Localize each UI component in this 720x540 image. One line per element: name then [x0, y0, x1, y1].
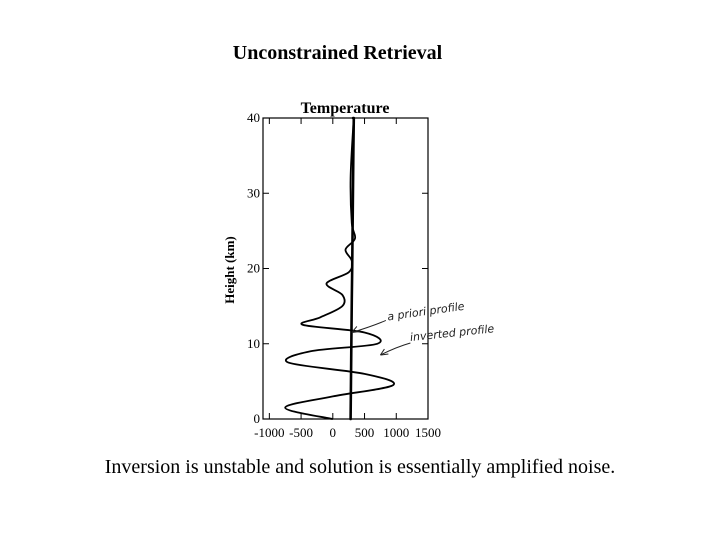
inverted-arrow: [380, 342, 411, 356]
x-tick-label: -500: [289, 425, 313, 440]
inverted-profile-line: [284, 117, 396, 420]
x-tick-label: 0: [330, 425, 337, 440]
y-tick-label: 10: [247, 336, 260, 351]
y-tick-label: 30: [247, 185, 260, 200]
slide-title: Unconstrained Retrieval: [232, 42, 443, 64]
x-tick-label: -1000: [254, 425, 284, 440]
y-tick-label: 0: [254, 411, 261, 426]
inverted-arrowhead: [379, 348, 389, 356]
x-tick-label: 500: [355, 425, 375, 440]
plot-frame: [262, 117, 429, 420]
chart-marks: 0 10 20 30 40 -1000 -500 0 500 1000 1500 a priori p…: [247, 110, 495, 440]
a-priori-profile-line: [349, 116, 356, 421]
y-tick-label: 40: [247, 110, 260, 125]
slide-caption: Inversion is unstable and solution is es…: [104, 456, 616, 478]
inverted-annotation: inverted profile: [409, 322, 495, 344]
x-tick-label: 1000: [383, 425, 409, 440]
y-tick-label: 20: [247, 261, 260, 276]
chart-title: Temperature: [301, 100, 390, 117]
x-tick-label: 1500: [415, 425, 441, 440]
a-priori-arrow: [351, 320, 387, 333]
y-axis-label: Height (km): [222, 236, 237, 304]
a-priori-annotation: a priori profile: [386, 300, 465, 324]
a-priori-arrowhead: [351, 326, 360, 333]
